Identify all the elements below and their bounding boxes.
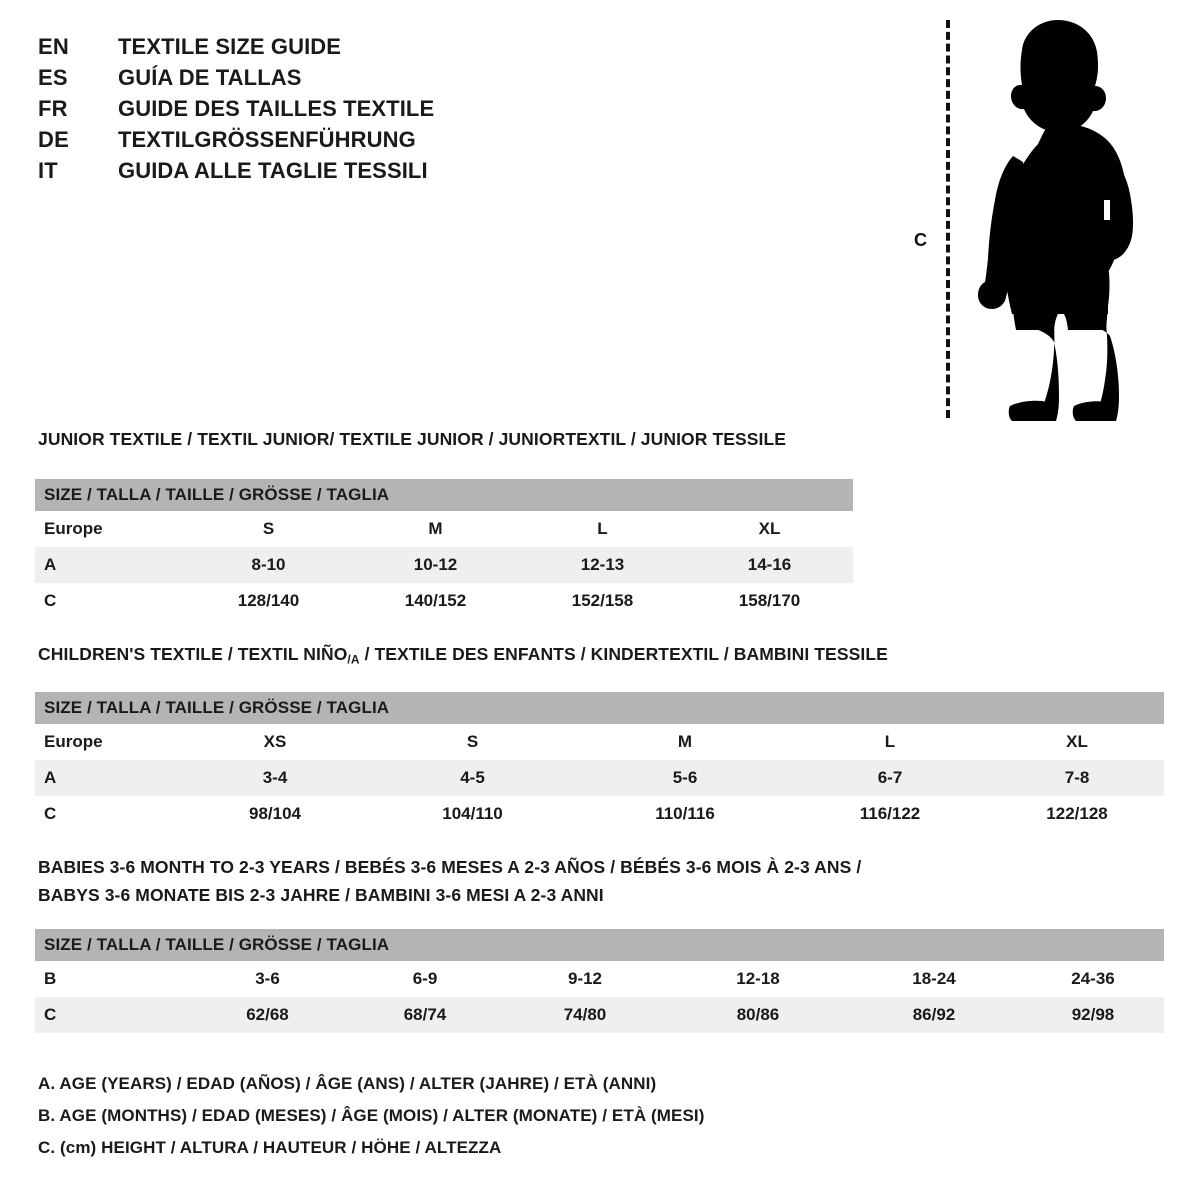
children-europe-xl: XL [990,724,1165,760]
junior-europe-l: L [519,511,686,547]
babies-b-6-9: 6-9 [350,961,500,997]
babies-c-12-18: 80/86 [670,997,846,1033]
language-title-it: GUIDA ALLE TAGLIE TESSILI [118,158,428,183]
children-europe-m: M [580,724,790,760]
legend-line-b: B. AGE (MONTHS) / EDAD (MESES) / ÂGE (MO… [38,1106,705,1125]
children-a-xl: 7-8 [990,760,1165,796]
language-title-block: EN TEXTILE SIZE GUIDE ES GUÍA DE TALLAS … [38,34,658,189]
babies-section-heading-line2: BABYS 3-6 MONATE BIS 2-3 JAHRE / BAMBINI… [38,885,604,905]
children-heading-part2: / TEXTILE DES ENFANTS / KINDERTEXTIL / B… [359,644,888,664]
children-a-xs: 3-4 [185,760,365,796]
children-a-s: 4-5 [365,760,580,796]
junior-europe-m: M [352,511,519,547]
language-row-es: ES GUÍA DE TALLAS [38,65,658,96]
junior-row-c: C 128/140 140/152 152/158 158/170 [35,583,854,619]
children-c-xs: 98/104 [185,796,365,832]
height-dashed-line [946,20,950,418]
babies-c-18-24: 86/92 [846,997,1022,1033]
junior-section-heading: JUNIOR TEXTILE / TEXTIL JUNIOR/ TEXTILE … [38,429,787,449]
children-a-l: 6-7 [790,760,990,796]
junior-a-xl: 14-16 [686,547,854,583]
toddler-silhouette-icon [958,14,1148,424]
language-code-en: EN [38,34,69,59]
language-row-en: EN TEXTILE SIZE GUIDE [38,34,658,65]
language-title-es: GUÍA DE TALLAS [118,65,302,90]
babies-b-3-6: 3-6 [185,961,350,997]
babies-row-b: B 3-6 6-9 9-12 12-18 18-24 24-36 [35,961,1164,997]
junior-c-s: 128/140 [185,583,352,619]
language-code-it: IT [38,158,58,183]
language-row-fr: FR GUIDE DES TAILLES TEXTILE [38,96,658,127]
junior-row-a: A 8-10 10-12 12-13 14-16 [35,547,854,583]
junior-row-c-label: C [35,583,185,619]
babies-b-24-36: 24-36 [1022,961,1164,997]
babies-b-12-18: 12-18 [670,961,846,997]
height-measure-label: C [914,230,927,250]
junior-row-europe-label: Europe [35,511,185,547]
babies-row-c-label: C [35,997,185,1033]
children-europe-l: L [790,724,990,760]
junior-row-a-label: A [35,547,185,583]
children-size-header-label: SIZE / TALLA / TAILLE / GRÖSSE / TAGLIA [35,692,1165,724]
children-europe-xs: XS [185,724,365,760]
language-title-de: TEXTILGRÖSSENFÜHRUNG [118,127,416,152]
legend-block: A. AGE (YEARS) / EDAD (AÑOS) / ÂGE (ANS)… [38,1068,1038,1164]
babies-c-6-9: 68/74 [350,997,500,1033]
babies-b-9-12: 9-12 [500,961,670,997]
children-size-table: SIZE / TALLA / TAILLE / GRÖSSE / TAGLIA … [35,692,1165,832]
junior-c-l: 152/158 [519,583,686,619]
language-code-es: ES [38,65,68,90]
children-heading-part1: CHILDREN'S TEXTILE / TEXTIL NIÑO [38,644,348,664]
children-row-c: C 98/104 104/110 110/116 116/122 122/128 [35,796,1165,832]
language-title-en: TEXTILE SIZE GUIDE [118,34,342,59]
height-illustration: C [900,14,1150,424]
junior-size-table: SIZE / TALLA / TAILLE / GRÖSSE / TAGLIA … [35,479,854,619]
junior-a-l: 12-13 [519,547,686,583]
babies-b-18-24: 18-24 [846,961,1022,997]
language-code-de: DE [38,127,69,152]
children-c-m: 110/116 [580,796,790,832]
babies-size-table: SIZE / TALLA / TAILLE / GRÖSSE / TAGLIA … [35,929,1164,1033]
language-title-fr: GUIDE DES TAILLES TEXTILE [118,96,435,121]
children-europe-s: S [365,724,580,760]
legend-line-c: C. (cm) HEIGHT / ALTURA / HAUTEUR / HÖHE… [38,1138,502,1157]
babies-c-24-36: 92/98 [1022,997,1164,1033]
junior-table-band-header: SIZE / TALLA / TAILLE / GRÖSSE / TAGLIA [35,479,854,511]
junior-size-header-label: SIZE / TALLA / TAILLE / GRÖSSE / TAGLIA [35,479,854,511]
language-row-it: IT GUIDA ALLE TAGLIE TESSILI [38,158,658,189]
children-row-a-label: A [35,760,185,796]
babies-c-3-6: 62/68 [185,997,350,1033]
junior-a-s: 8-10 [185,547,352,583]
junior-europe-s: S [185,511,352,547]
babies-size-header-label: SIZE / TALLA / TAILLE / GRÖSSE / TAGLIA [35,929,1164,961]
children-table-band-header: SIZE / TALLA / TAILLE / GRÖSSE / TAGLIA [35,692,1165,724]
children-c-s: 104/110 [365,796,580,832]
children-section-heading: CHILDREN'S TEXTILE / TEXTIL NIÑO/A / TEX… [38,644,888,666]
babies-table-band-header: SIZE / TALLA / TAILLE / GRÖSSE / TAGLIA [35,929,1164,961]
children-row-a: A 3-4 4-5 5-6 6-7 7-8 [35,760,1165,796]
children-heading-subscript: /A [347,652,360,667]
language-code-fr: FR [38,96,68,121]
legend-line-a: A. AGE (YEARS) / EDAD (AÑOS) / ÂGE (ANS)… [38,1074,657,1093]
junior-europe-xl: XL [686,511,854,547]
children-row-europe-label: Europe [35,724,185,760]
babies-c-9-12: 74/80 [500,997,670,1033]
children-a-m: 5-6 [580,760,790,796]
junior-a-m: 10-12 [352,547,519,583]
children-c-xl: 122/128 [990,796,1165,832]
children-c-l: 116/122 [790,796,990,832]
junior-c-m: 140/152 [352,583,519,619]
language-row-de: DE TEXTILGRÖSSENFÜHRUNG [38,127,658,158]
babies-section-heading-line1: BABIES 3-6 MONTH TO 2-3 YEARS / BEBÉS 3-… [38,857,862,877]
junior-row-europe: Europe S M L XL [35,511,854,547]
children-row-europe: Europe XS S M L XL [35,724,1165,760]
babies-row-c: C 62/68 68/74 74/80 80/86 86/92 92/98 [35,997,1164,1033]
children-row-c-label: C [35,796,185,832]
babies-row-b-label: B [35,961,185,997]
junior-c-xl: 158/170 [686,583,854,619]
